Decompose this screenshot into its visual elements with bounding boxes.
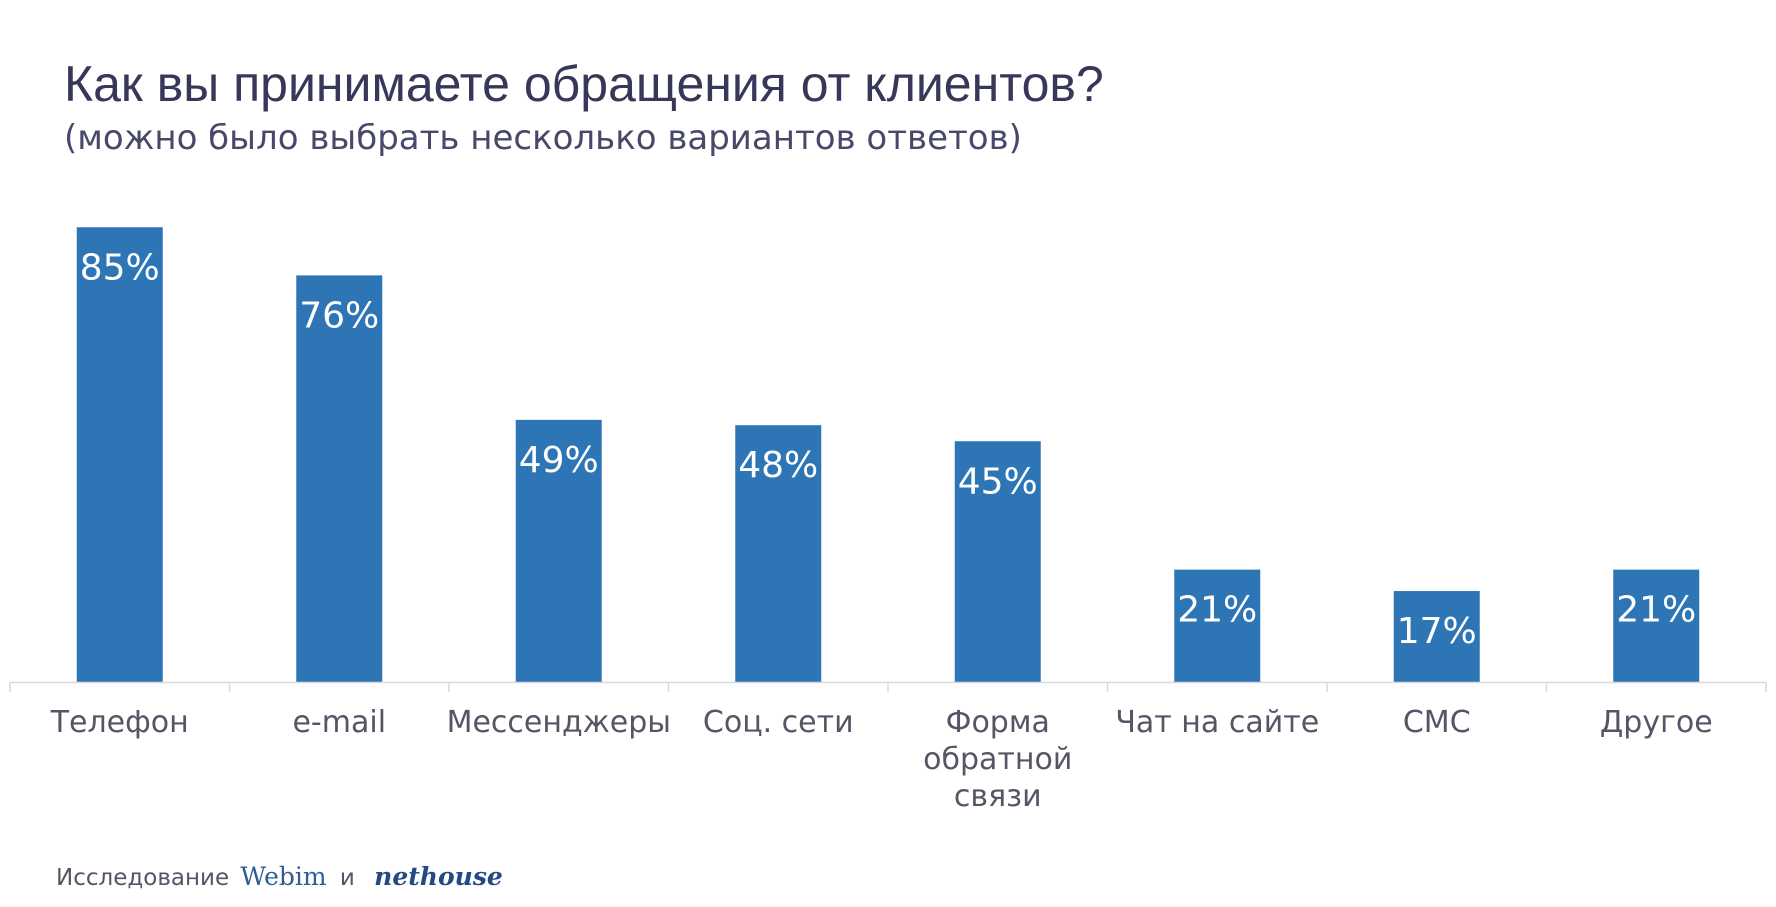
- bar-value-label: 76%: [299, 295, 379, 336]
- category-label-line: Чат на сайте: [1115, 705, 1319, 740]
- category-label-line: e-mail: [292, 705, 386, 740]
- bar-value-label: 17%: [1397, 611, 1477, 652]
- bar-value-label: 21%: [1616, 590, 1696, 631]
- category-label-line: связи: [954, 779, 1042, 814]
- category-labels-layer: Телефон e-mail Мессенджеры Соц. сети Форма об…: [50, 705, 1713, 814]
- bar-value-label: 48%: [738, 445, 818, 486]
- category-label: Мессенджеры: [447, 705, 671, 740]
- bar: [954, 441, 1041, 682]
- category-label: e-mail: [292, 705, 386, 740]
- category-label: Телефон: [50, 705, 189, 740]
- category-label: Другое: [1600, 705, 1713, 740]
- category-label: Форма обратной связи: [923, 705, 1072, 814]
- category-label-line: обратной: [923, 742, 1072, 777]
- bar: [296, 275, 383, 682]
- category-label: Чат на сайте: [1115, 705, 1319, 740]
- category-label: Соц. сети: [703, 705, 854, 740]
- bar: [735, 425, 822, 682]
- bar-value-label: 21%: [1177, 590, 1257, 631]
- chart-title: Как вы принимаете обращения от клиентов?: [64, 56, 1104, 112]
- category-label-line: Форма: [946, 705, 1050, 740]
- bar: [515, 419, 602, 682]
- category-label-line: Другое: [1600, 705, 1713, 740]
- nethouse-logo: nethouse: [374, 862, 503, 891]
- footer-conjunction: и: [339, 865, 355, 891]
- bar-value-label: 45%: [958, 461, 1038, 502]
- bar-value-label: 85%: [80, 247, 160, 288]
- footer-prefix: Исследование: [56, 865, 230, 891]
- bar-value-label: 49%: [519, 440, 599, 481]
- x-axis: [9, 681, 1767, 692]
- bar: [1393, 591, 1480, 682]
- category-label-line: Телефон: [50, 705, 189, 740]
- category-label-line: Мессенджеры: [447, 705, 671, 740]
- category-label-line: Соц. сети: [703, 705, 854, 740]
- webim-logo: Webim: [240, 862, 327, 891]
- category-label: СМС: [1403, 705, 1471, 740]
- bar: [76, 227, 163, 682]
- bar: [1174, 569, 1261, 682]
- bar: [1613, 569, 1700, 682]
- chart-subtitle: (можно было выбрать несколько вариантов …: [64, 118, 1022, 158]
- category-label-line: СМС: [1403, 705, 1471, 740]
- footer-credit: Исследование Webim и nethouse: [56, 862, 503, 893]
- data-labels-layer: 85% 76% 49% 48% 45% 21% 17% 21%: [80, 247, 1697, 652]
- bars-layer: [76, 227, 1700, 682]
